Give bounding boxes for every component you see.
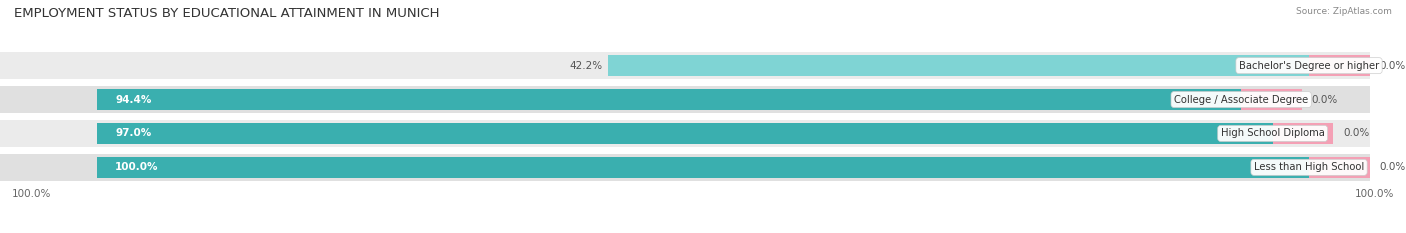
Bar: [97, 89, 1241, 110]
Bar: [0, 52, 1309, 79]
Text: 0.0%: 0.0%: [1379, 162, 1406, 172]
Bar: [1272, 123, 1333, 144]
Text: 94.4%: 94.4%: [115, 95, 152, 105]
Bar: [609, 55, 1309, 76]
Bar: [1241, 89, 1302, 110]
Bar: [0, 154, 1309, 181]
Text: 97.0%: 97.0%: [115, 128, 152, 138]
Text: 0.0%: 0.0%: [1379, 61, 1406, 71]
Bar: [0, 52, 1369, 79]
Text: 100.0%: 100.0%: [115, 162, 159, 172]
Text: Source: ZipAtlas.com: Source: ZipAtlas.com: [1296, 7, 1392, 16]
Text: 100.0%: 100.0%: [13, 189, 52, 199]
Bar: [1309, 55, 1369, 76]
Bar: [1309, 157, 1369, 178]
Bar: [97, 123, 1272, 144]
Text: College / Associate Degree: College / Associate Degree: [1174, 95, 1309, 105]
Text: High School Diploma: High School Diploma: [1220, 128, 1324, 138]
Text: Bachelor's Degree or higher: Bachelor's Degree or higher: [1239, 61, 1379, 71]
Text: 0.0%: 0.0%: [1343, 128, 1369, 138]
Text: 0.0%: 0.0%: [1312, 95, 1337, 105]
Bar: [0, 86, 1309, 113]
Bar: [97, 157, 1309, 178]
Text: 42.2%: 42.2%: [569, 61, 602, 71]
Bar: [0, 86, 1369, 113]
Text: Less than High School: Less than High School: [1254, 162, 1364, 172]
Text: 100.0%: 100.0%: [1354, 189, 1393, 199]
Bar: [0, 120, 1369, 147]
Bar: [0, 120, 1309, 147]
Bar: [0, 154, 1369, 181]
Text: EMPLOYMENT STATUS BY EDUCATIONAL ATTAINMENT IN MUNICH: EMPLOYMENT STATUS BY EDUCATIONAL ATTAINM…: [14, 7, 440, 20]
